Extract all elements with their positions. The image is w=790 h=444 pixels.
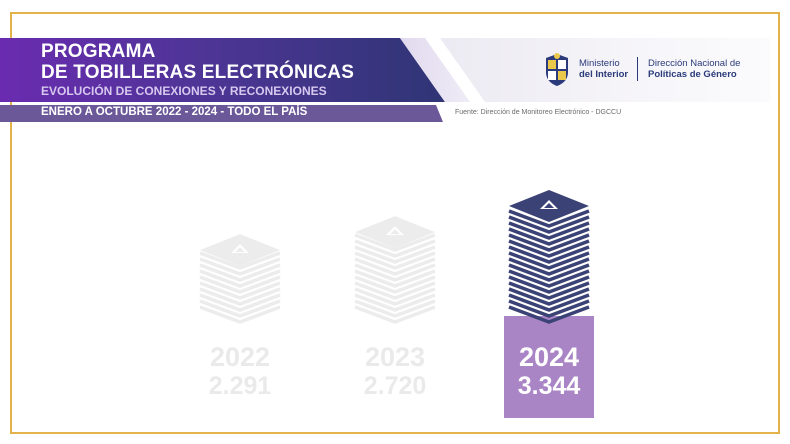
- header-band: [0, 38, 445, 102]
- bar-2022: [199, 234, 281, 324]
- highlight-box-2024: [504, 316, 594, 418]
- value-label-2024: 3.344: [517, 372, 581, 400]
- period-label: ENERO A OCTUBRE 2022 - 2024 - TODO EL PA…: [41, 106, 308, 118]
- year-label-2024: 2024: [518, 342, 580, 372]
- direction-label-line-2: Políticas de Género: [648, 69, 737, 80]
- coat-of-arms-icon: [546, 53, 568, 86]
- period-band: [0, 105, 443, 122]
- title-line-2: DE TOBILLERAS ELECTRÓNICAS: [41, 62, 355, 83]
- value-label-2022: 2.291: [208, 372, 272, 400]
- title-line-1: PROGRAMA: [41, 41, 156, 62]
- page-frame: [10, 12, 780, 434]
- ministry-label-line-2: del Interior: [579, 69, 629, 80]
- bar-2024: [508, 190, 590, 324]
- ministry-label-line-1: Ministerio: [579, 58, 620, 69]
- year-label-2022: 2022: [209, 342, 271, 372]
- source-note: Fuente: Dirección de Monitoreo Electróni…: [455, 109, 622, 116]
- year-label-2023: 2023: [364, 342, 426, 372]
- bar-2023: [354, 216, 436, 324]
- value-label-2023: 2.720: [363, 372, 427, 400]
- logo-divider: [637, 57, 638, 81]
- direction-label-line-1: Dirección Nacional de: [648, 58, 741, 69]
- subtitle: EVOLUCIÓN DE CONEXIONES Y RECONEXIONES: [41, 84, 327, 98]
- header-stripes: [440, 38, 770, 102]
